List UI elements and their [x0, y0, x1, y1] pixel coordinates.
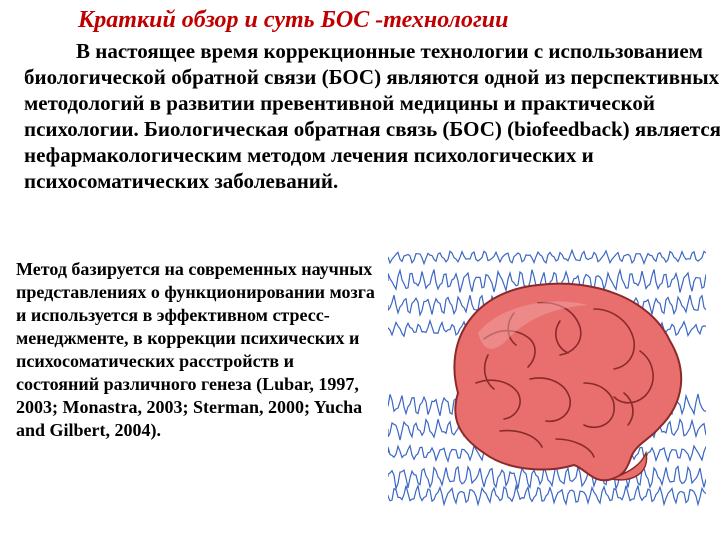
brain-eeg-figure: [388, 243, 706, 507]
slide-title: Краткий обзор и суть БОС -технологии: [78, 6, 698, 34]
intro-paragraph: В настоящее время коррекционные технолог…: [24, 38, 720, 194]
side-paragraph: Метод базируется на современных научных …: [16, 258, 376, 442]
